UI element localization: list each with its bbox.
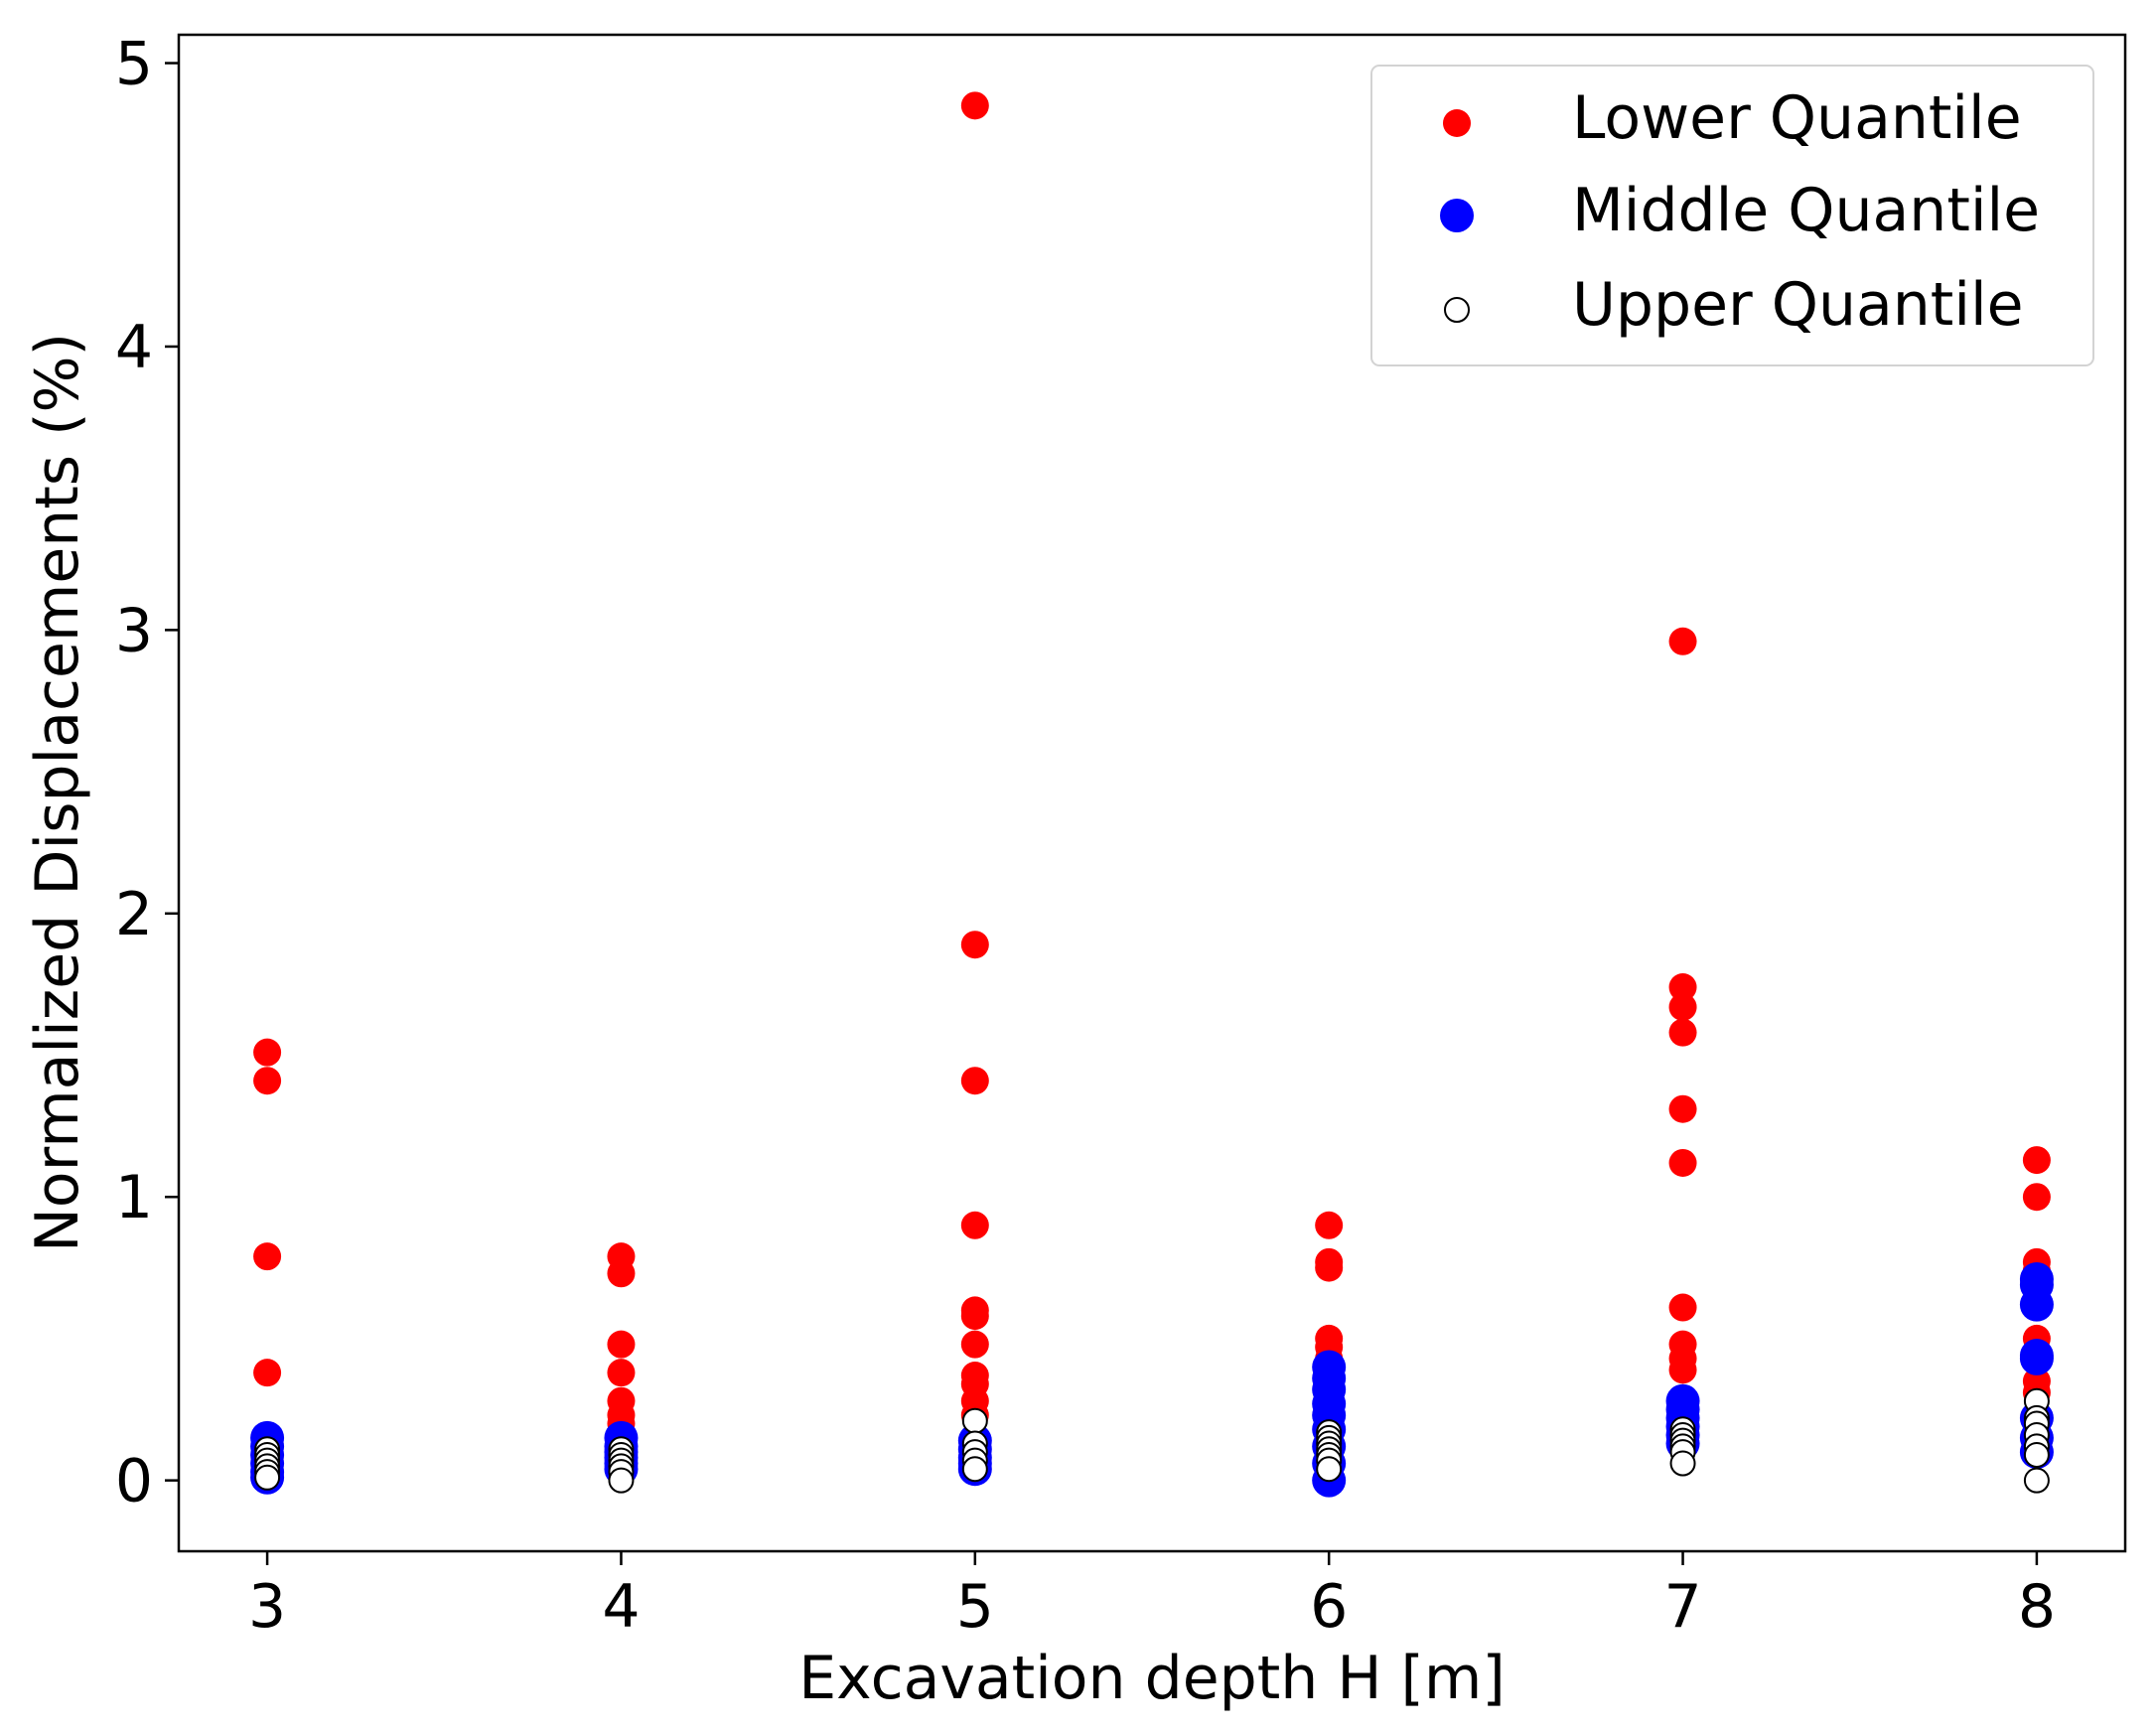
middle-quantile-point (2019, 1341, 2054, 1375)
y-axis-label: Normalized Displacements (%) (23, 333, 92, 1252)
lower-quantile-point (607, 1259, 636, 1288)
lower-quantile-point (1668, 973, 1697, 1002)
y-tick-label: 2 (115, 880, 153, 949)
x-axis-label: Excavation depth H [m] (798, 1644, 1506, 1713)
upper-quantile-point (254, 1464, 281, 1491)
upper-quantile-point (961, 1407, 988, 1434)
data-points (250, 91, 2054, 1498)
legend-label-lower-quantile: Lower Quantile (1572, 83, 2022, 153)
lower-quantile-point (1668, 1148, 1697, 1177)
x-tick-label: 3 (248, 1572, 286, 1642)
y-tick-label: 0 (115, 1447, 153, 1516)
lower-quantile-point (960, 1067, 989, 1095)
upper-quantile-point (608, 1467, 635, 1494)
x-tick-label: 8 (2018, 1572, 2056, 1642)
upper-quantile-point (961, 1456, 988, 1483)
x-tick-label: 5 (956, 1572, 994, 1642)
y-tick-label: 4 (115, 313, 153, 382)
lower-quantile-point (1668, 1356, 1697, 1384)
x-axis-ticks: 3 4 5 6 7 8 (248, 1551, 2056, 1642)
y-tick-label: 5 (115, 30, 153, 99)
lower-quantile-point (1668, 992, 1697, 1021)
y-tick-label: 1 (115, 1163, 153, 1232)
upper-quantile-point (1316, 1456, 1343, 1483)
lower-quantile-point (960, 1330, 989, 1359)
middle-quantile-point (2019, 1287, 2054, 1322)
x-tick-label: 7 (1663, 1572, 1701, 1642)
legend-label-middle-quantile: Middle Quantile (1572, 176, 2040, 245)
legend-marker-lower-quantile (1443, 109, 1471, 137)
lower-quantile-point (607, 1330, 636, 1359)
lower-quantile-point (1668, 1094, 1697, 1123)
legend: Lower Quantile Middle Quantile Upper Qua… (1370, 65, 2094, 366)
lower-quantile-point (2022, 1146, 2051, 1175)
lower-quantile-point (1668, 1293, 1697, 1322)
lower-quantile-point (607, 1359, 636, 1387)
lower-quantile-point (1315, 1253, 1344, 1282)
y-axis-ticks: 0 1 2 3 4 5 (115, 30, 179, 1516)
lower-quantile-point (960, 1211, 989, 1239)
legend-box (1370, 65, 2094, 366)
lower-quantile-point (960, 1302, 989, 1331)
legend-marker-middle-quantile (1440, 199, 1474, 232)
upper-quantile-point (1669, 1450, 1696, 1477)
lower-quantile-point (253, 1067, 282, 1095)
x-tick-label: 6 (1310, 1572, 1348, 1642)
x-tick-label: 4 (602, 1572, 640, 1642)
legend-label-upper-quantile: Upper Quantile (1572, 270, 2024, 340)
upper-quantile-point (2023, 1467, 2050, 1494)
lower-quantile-point (960, 931, 989, 959)
legend-marker-upper-quantile (1444, 297, 1470, 323)
lower-quantile-point (1668, 627, 1697, 655)
y-tick-label: 3 (115, 596, 153, 665)
lower-quantile-point (253, 1038, 282, 1067)
lower-quantile-point (960, 91, 989, 120)
lower-quantile-point (1315, 1211, 1344, 1239)
lower-quantile-point (253, 1359, 282, 1387)
lower-quantile-point (253, 1242, 282, 1271)
upper-quantile-point (2023, 1441, 2050, 1468)
lower-quantile-point (2022, 1183, 2051, 1212)
lower-quantile-point (1668, 1018, 1697, 1047)
